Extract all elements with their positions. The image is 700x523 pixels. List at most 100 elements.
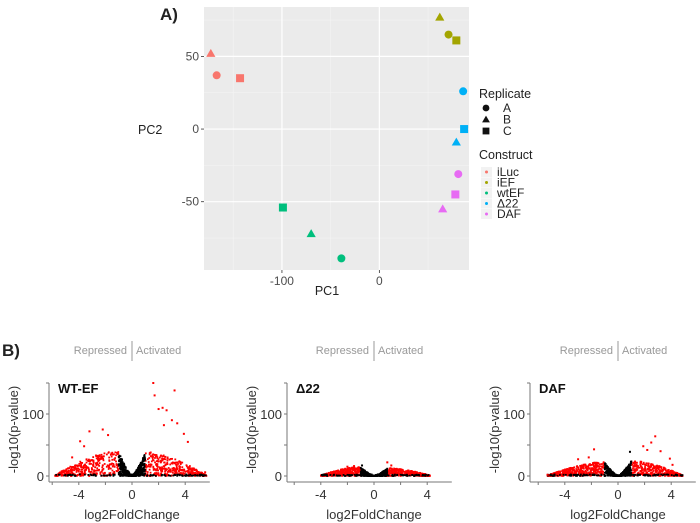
significant-gene-point: [585, 471, 588, 473]
significant-gene-point: [340, 472, 343, 475]
nonsignificant-gene-point: [142, 463, 145, 466]
nonsignificant-gene-point: [192, 474, 195, 477]
significant-gene-point: [80, 470, 83, 473]
nonsignificant-gene-point: [411, 474, 413, 476]
nonsignificant-gene-point: [172, 474, 175, 477]
significant-gene-point: [600, 470, 603, 473]
significant-gene-point: [568, 470, 571, 473]
significant-gene-point: [646, 468, 649, 471]
significant-gene-point: [84, 471, 86, 473]
nonsignificant-gene-point: [609, 474, 612, 477]
significant-gene-point: [344, 471, 347, 474]
significant-gene-point: [157, 472, 160, 475]
significant-gene-point: [177, 463, 179, 465]
nonsignificant-gene-point: [363, 473, 366, 476]
significant-gene-point: [644, 470, 647, 472]
significant-gene-point: [597, 468, 600, 471]
significant-gene-point: [152, 465, 155, 468]
significant-gene-point: [582, 467, 585, 470]
outlier-gene-point: [410, 470, 413, 473]
outlier-gene-point: [204, 471, 207, 474]
nonsignificant-gene-point: [366, 473, 369, 476]
nonsignificant-gene-point: [120, 459, 123, 462]
nonsignificant-gene-point: [603, 473, 606, 476]
nonsignificant-gene-point: [374, 474, 377, 477]
significant-gene-point: [413, 471, 416, 474]
significant-gene-point: [631, 472, 634, 475]
pca-point: [212, 71, 221, 80]
significant-gene-point: [88, 468, 90, 471]
significant-gene-point: [562, 469, 565, 472]
significant-gene-point: [667, 471, 670, 474]
significant-gene-point: [102, 455, 105, 458]
nonsignificant-gene-point: [377, 473, 380, 476]
significant-gene-point: [586, 472, 589, 475]
significant-gene-point: [649, 469, 652, 472]
outlier-gene-point: [646, 448, 649, 451]
nonsignificant-gene-point: [406, 474, 409, 477]
nonsignificant-gene-point: [121, 464, 124, 467]
significant-gene-point: [152, 459, 155, 462]
significant-gene-point: [155, 463, 158, 465]
nonsignificant-gene-point: [140, 464, 143, 467]
significant-gene-point: [651, 468, 654, 471]
significant-gene-point: [658, 466, 661, 469]
nonsignificant-gene-point: [361, 474, 363, 477]
nonsignificant-gene-point: [125, 470, 128, 473]
significant-gene-point: [163, 461, 166, 464]
significant-gene-point: [589, 472, 592, 475]
significant-gene-point: [547, 474, 550, 477]
nonsignificant-gene-point: [124, 467, 127, 469]
pca-point: [206, 48, 216, 57]
significant-gene-point: [181, 466, 184, 469]
volcano-y-tick-label: 100: [22, 407, 44, 422]
significant-gene-point: [598, 471, 601, 474]
significant-gene-point: [92, 465, 95, 468]
significant-gene-point: [597, 470, 600, 473]
nonsignificant-gene-point: [169, 474, 172, 477]
significant-gene-point: [109, 472, 112, 474]
significant-gene-point: [667, 469, 670, 472]
nonsignificant-gene-point: [628, 468, 631, 471]
significant-gene-point: [641, 472, 644, 475]
nonsignificant-gene-point: [130, 474, 133, 477]
significant-gene-point: [92, 456, 95, 458]
panel-b-label: B): [2, 341, 20, 360]
nonsignificant-gene-point: [323, 474, 325, 477]
significant-gene-point: [639, 463, 642, 466]
pca-x-tick-label: 0: [376, 274, 383, 288]
outlier-gene-point: [654, 435, 657, 438]
significant-gene-point: [351, 470, 353, 473]
significant-gene-point: [173, 467, 176, 470]
volcano-x-tick-label: 4: [424, 487, 431, 502]
pca-x-axis-title: PC1: [315, 284, 339, 298]
nonsignificant-gene-point: [585, 473, 588, 476]
significant-gene-point: [183, 468, 185, 471]
nonsignificant-gene-point: [74, 474, 76, 477]
nonsignificant-gene-point: [120, 462, 123, 465]
significant-gene-point: [349, 471, 352, 473]
significant-gene-point: [171, 462, 174, 465]
outlier-gene-point: [671, 463, 674, 466]
significant-gene-point: [653, 466, 656, 468]
nonsignificant-gene-point: [121, 461, 123, 464]
nonsignificant-gene-point: [628, 463, 630, 466]
significant-gene-point: [160, 460, 163, 463]
significant-gene-point: [656, 466, 659, 469]
nonsignificant-gene-point: [626, 467, 629, 470]
significant-gene-point: [74, 464, 76, 467]
significant-gene-point: [67, 467, 69, 470]
significant-gene-point: [355, 468, 358, 471]
significant-gene-point: [75, 471, 78, 473]
nonsignificant-gene-point: [588, 473, 591, 476]
significant-gene-point: [179, 468, 181, 471]
nonsignificant-gene-point: [71, 474, 73, 477]
significant-gene-point: [192, 471, 195, 474]
significant-gene-point: [111, 469, 114, 472]
significant-gene-point: [631, 463, 634, 466]
significant-gene-point: [187, 473, 190, 476]
significant-gene-point: [641, 471, 644, 474]
volcano-y-axis-title: -log10(p-value): [487, 386, 502, 473]
significant-gene-point: [90, 462, 92, 465]
significant-gene-point: [190, 473, 193, 476]
